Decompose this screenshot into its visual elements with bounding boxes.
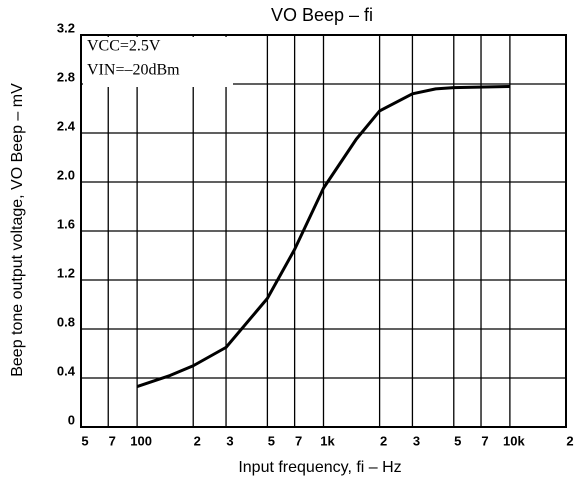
y-tick-label: 2.4 [57, 118, 76, 133]
x-axis-label: Input frequency, fi – Hz [238, 459, 401, 476]
annotation: VIN=–20dBm [87, 62, 180, 79]
x-tick-label: 7 [109, 433, 116, 448]
x-tick-label: 1k [320, 433, 335, 448]
y-tick-label: 3.2 [57, 20, 75, 35]
line [136, 84, 510, 388]
x-tick-label: 2 [380, 433, 387, 448]
x-tick-label: 3 [226, 433, 233, 448]
chart-title: VO Beep – fi [271, 5, 373, 25]
x-tick-label: 5 [81, 433, 88, 448]
x-tick-label: 7 [481, 433, 488, 448]
x-tick-label: 5 [268, 433, 275, 448]
x-tick-label: 7 [295, 433, 302, 448]
annotation-box [83, 37, 233, 87]
y-tick-label: 2.0 [57, 167, 75, 182]
annotation: VCC=2.5V [87, 38, 161, 55]
y-tick-label: 0.8 [57, 314, 75, 329]
y-tick-label: 0.4 [57, 363, 76, 378]
x-tick-label: 100 [130, 433, 152, 448]
y-tick-label: 0 [68, 412, 75, 427]
x-tick-label: 2 [194, 433, 201, 448]
x-tick-label: 2 [566, 433, 573, 448]
x-tick-label: 5 [454, 433, 461, 448]
y-tick-label: 2.8 [57, 69, 75, 84]
x-tick-label: 3 [413, 433, 420, 448]
y-tick-label: 1.2 [57, 265, 75, 280]
y-tick-label: 1.6 [57, 216, 75, 231]
y-axis-label: Beep tone output voltage, VO Beep – mV [9, 83, 26, 377]
x-tick-label: 10k [503, 433, 525, 448]
plot-frame [80, 34, 567, 428]
